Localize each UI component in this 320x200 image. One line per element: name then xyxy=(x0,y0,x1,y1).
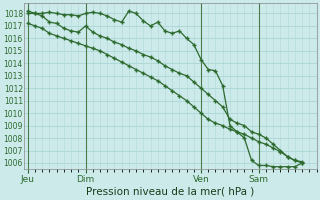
X-axis label: Pression niveau de la mer( hPa ): Pression niveau de la mer( hPa ) xyxy=(86,187,254,197)
